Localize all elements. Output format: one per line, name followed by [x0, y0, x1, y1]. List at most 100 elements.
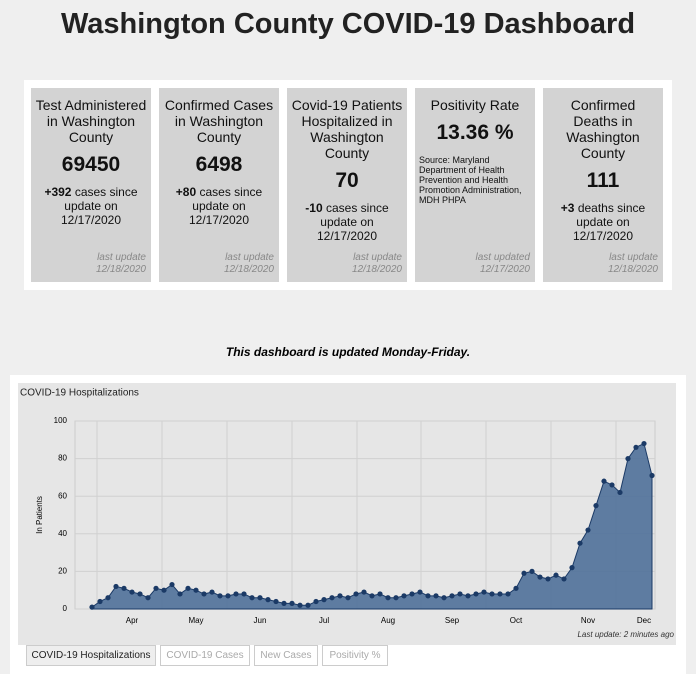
point: [257, 595, 263, 601]
point: [185, 585, 191, 591]
change-amount: -10: [305, 201, 323, 215]
tab[interactable]: COVID-19 Hospitalizations: [26, 645, 156, 666]
point: [329, 595, 335, 601]
card-last-update: last update 12/18/2020: [607, 252, 658, 275]
card-last-update: last update 12/18/2020: [95, 252, 146, 275]
point: [161, 587, 167, 593]
x-tick-label: Aug: [381, 616, 395, 625]
x-tick-label: Sep: [445, 616, 460, 625]
point: [545, 576, 551, 582]
point: [129, 589, 135, 595]
y-tick-label: 0: [63, 604, 68, 613]
change-text: deaths since update on 12/17/2020: [572, 201, 646, 243]
point: [473, 591, 479, 597]
x-tick-label: Apr: [126, 616, 139, 625]
point: [505, 591, 511, 597]
stat-card: Test Administered in Washington County 69…: [31, 88, 151, 282]
update-notice: This dashboard is updated Monday-Friday.: [225, 345, 471, 359]
card-title: Covid-19 Patients Hospitalized in Washin…: [291, 97, 403, 161]
tab[interactable]: COVID-19 Cases: [160, 645, 250, 666]
point: [305, 602, 311, 608]
point: [577, 540, 583, 546]
change-amount: +392: [44, 185, 72, 199]
point: [497, 591, 503, 597]
point: [209, 589, 215, 595]
point: [321, 597, 327, 603]
x-tick-label: Jul: [319, 616, 329, 625]
x-tick-label: Dec: [637, 616, 651, 625]
point: [393, 595, 399, 601]
point: [649, 472, 655, 479]
point: [313, 598, 319, 605]
point: [241, 591, 247, 597]
point: [585, 527, 591, 533]
point: [593, 503, 599, 509]
point: [89, 604, 95, 610]
point: [465, 593, 471, 599]
stat-card: Covid-19 Patients Hospitalized in Washin…: [287, 88, 407, 282]
point: [433, 593, 439, 599]
tab[interactable]: Positivity %: [322, 645, 388, 666]
point: [273, 598, 279, 605]
point: [625, 456, 631, 462]
point: [193, 587, 199, 593]
point: [569, 565, 575, 571]
tab[interactable]: New Cases: [254, 645, 318, 666]
point: [265, 597, 271, 603]
card-title: Test Administered in Washington County: [35, 97, 147, 145]
point: [361, 589, 367, 595]
x-tick-label: May: [188, 616, 203, 625]
point: [449, 593, 455, 599]
y-tick-label: 40: [58, 529, 67, 538]
point: [609, 482, 615, 488]
chart-title: COVID-19 Hospitalizations: [20, 388, 139, 399]
point: [145, 595, 151, 601]
card-last-update: last updated 12/17/2020: [475, 252, 531, 275]
point: [417, 589, 423, 595]
point: [641, 440, 647, 447]
point: [97, 598, 103, 605]
stat-card: Positivity Rate 13.36 % Source: Maryland D…: [415, 88, 535, 282]
y-tick-label: 60: [58, 491, 67, 500]
point: [177, 591, 183, 597]
point: [529, 568, 535, 575]
card-title: Positivity Rate: [430, 97, 520, 113]
point: [401, 593, 407, 599]
point: [617, 489, 623, 496]
card-value: 70: [335, 169, 359, 192]
point: [385, 595, 391, 601]
point: [153, 585, 159, 591]
card-title: Confirmed Deaths in Washington County: [566, 97, 640, 161]
point: [369, 593, 375, 599]
card-last-update: last update 12/18/2020: [351, 252, 402, 275]
point: [225, 593, 231, 599]
stat-card: Confirmed Cases in Washington County 6498…: [159, 88, 279, 282]
point: [345, 595, 351, 601]
point: [521, 570, 527, 576]
point: [409, 591, 415, 597]
point: [561, 576, 567, 582]
point: [113, 583, 119, 590]
card-value: 111: [586, 169, 620, 192]
chart-footnote: Last update: 2 minutes ago: [577, 630, 674, 639]
point: [353, 591, 359, 597]
card-change: +80 cases since update on 12/17/2020: [159, 185, 279, 227]
point: [105, 595, 111, 601]
point: [121, 585, 127, 591]
point: [249, 595, 255, 601]
point: [601, 478, 607, 484]
card-title: Confirmed Cases in Washington County: [164, 97, 274, 145]
point: [377, 591, 383, 597]
card-change: -10 cases since update on 12/17/2020: [287, 201, 407, 243]
point: [633, 444, 639, 450]
change-amount: +3: [560, 201, 575, 215]
y-axis-label: In Patients: [35, 496, 44, 534]
stat-card: Confirmed Deaths in Washington County 111…: [543, 88, 663, 282]
card-value: 13.36 %: [436, 121, 514, 144]
point: [233, 591, 239, 597]
card-last-update: last update 12/18/2020: [223, 252, 274, 275]
x-tick-label: Oct: [510, 616, 523, 625]
change-text: cases since update on 12/17/2020: [316, 201, 389, 243]
